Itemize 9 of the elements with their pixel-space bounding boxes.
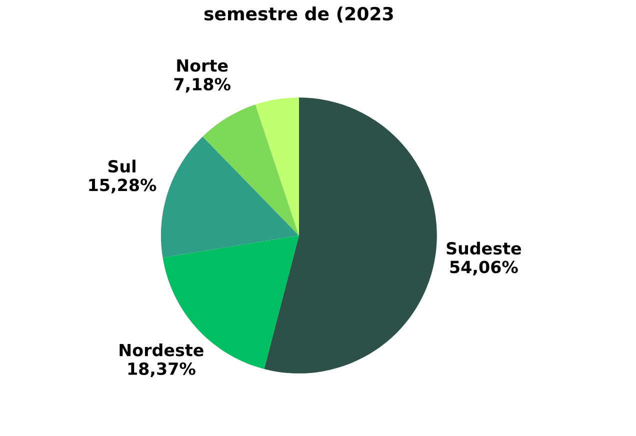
chart-title: semestre de (2023 <box>204 6 393 23</box>
data-label: 54,06% <box>450 260 518 276</box>
slice-label: Norte <box>177 59 228 72</box>
data-label: 7,18% <box>174 78 230 93</box>
slice-label: Nordeste <box>120 343 204 356</box>
slice-label: Sudeste <box>446 242 522 255</box>
data-label: 18,37% <box>128 362 196 378</box>
slice-label: Sul <box>108 160 136 173</box>
data-label: 15,28% <box>89 178 156 194</box>
